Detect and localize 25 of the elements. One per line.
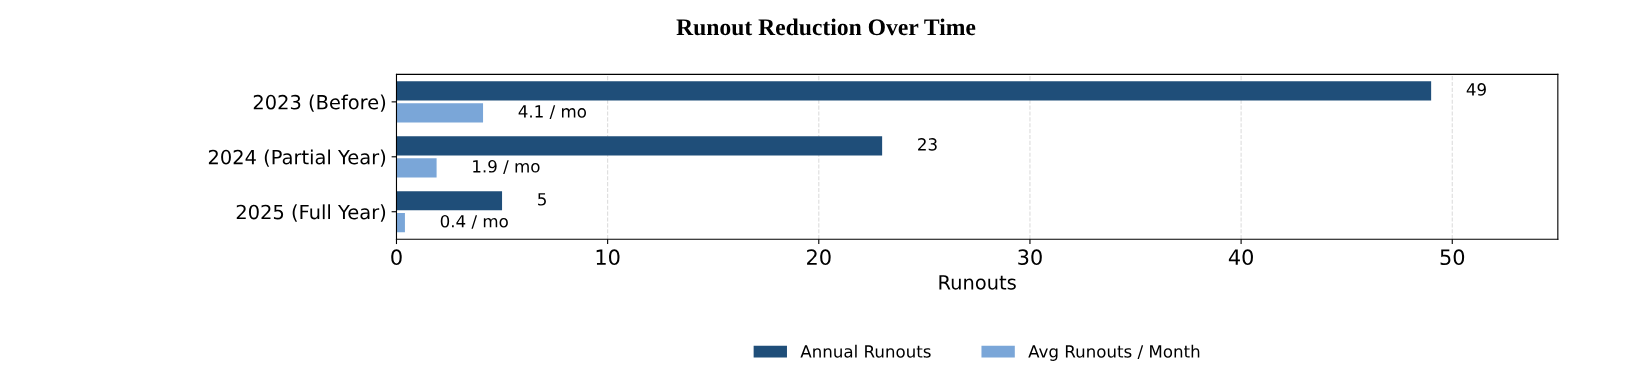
x-tick-label: 50 <box>1440 249 1465 266</box>
data-label: 49 <box>1466 83 1486 96</box>
data-label: 1.9 / mo <box>473 160 540 174</box>
x-axis-title: Runouts <box>939 275 1016 290</box>
y-tick-label: 2023 (Before) <box>253 94 386 112</box>
data-label: 23 <box>918 138 937 151</box>
x-tick-label: 30 <box>1018 249 1042 266</box>
data-label: 5 <box>538 193 546 206</box>
legend-label: Annual Runouts <box>800 344 931 358</box>
bar <box>396 213 405 233</box>
x-tick-label: 40 <box>1228 249 1253 266</box>
bar <box>396 136 883 156</box>
chart-title: Runout Reduction Over Time <box>676 18 976 36</box>
bar <box>396 191 503 211</box>
x-tick-label: 20 <box>807 249 831 266</box>
bar <box>396 158 437 178</box>
bar <box>396 81 1432 101</box>
x-tick-label: 0 <box>391 249 402 266</box>
data-label: 0.4 / mo <box>440 214 508 229</box>
y-tick-label: 2024 (Partial Year) <box>208 149 386 167</box>
x-tick-label: 10 <box>596 249 620 266</box>
data-label: 4.1 / mo <box>518 105 587 119</box>
bar <box>396 103 484 123</box>
y-tick-label: 2025 (Full Year) <box>236 204 386 222</box>
legend-label: Avg Runouts / Month <box>1028 344 1200 361</box>
